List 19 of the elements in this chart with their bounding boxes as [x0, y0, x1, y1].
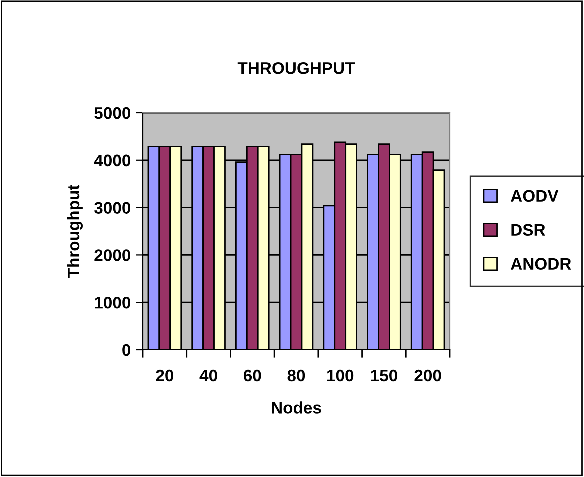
- x-axis-title: Nodes: [272, 402, 322, 414]
- x-tick-label: 20: [156, 370, 174, 382]
- x-tick-label: 100: [328, 370, 354, 382]
- x-tick-label: 200: [414, 370, 442, 382]
- x-tick-label: 80: [288, 370, 306, 382]
- legend-label: DSR: [512, 224, 546, 236]
- x-tick-label: 40: [200, 370, 218, 382]
- x-tick-label: 150: [371, 370, 398, 382]
- y-tick-label: 2000: [94, 250, 131, 262]
- legend-label: AODV: [511, 190, 559, 202]
- y-tick-label: 3000: [94, 202, 131, 214]
- y-tick-label: 0: [122, 344, 131, 356]
- x-tick-label: 60: [244, 370, 262, 382]
- y-tick-label: 4000: [94, 154, 131, 167]
- y-tick-label: 5000: [94, 107, 131, 120]
- legend-label: ANODR: [511, 258, 572, 270]
- y-axis-title: Throughput: [67, 184, 84, 278]
- chart-title: THROUGHPUT: [238, 62, 356, 74]
- y-tick-label: 1000: [95, 297, 131, 309]
